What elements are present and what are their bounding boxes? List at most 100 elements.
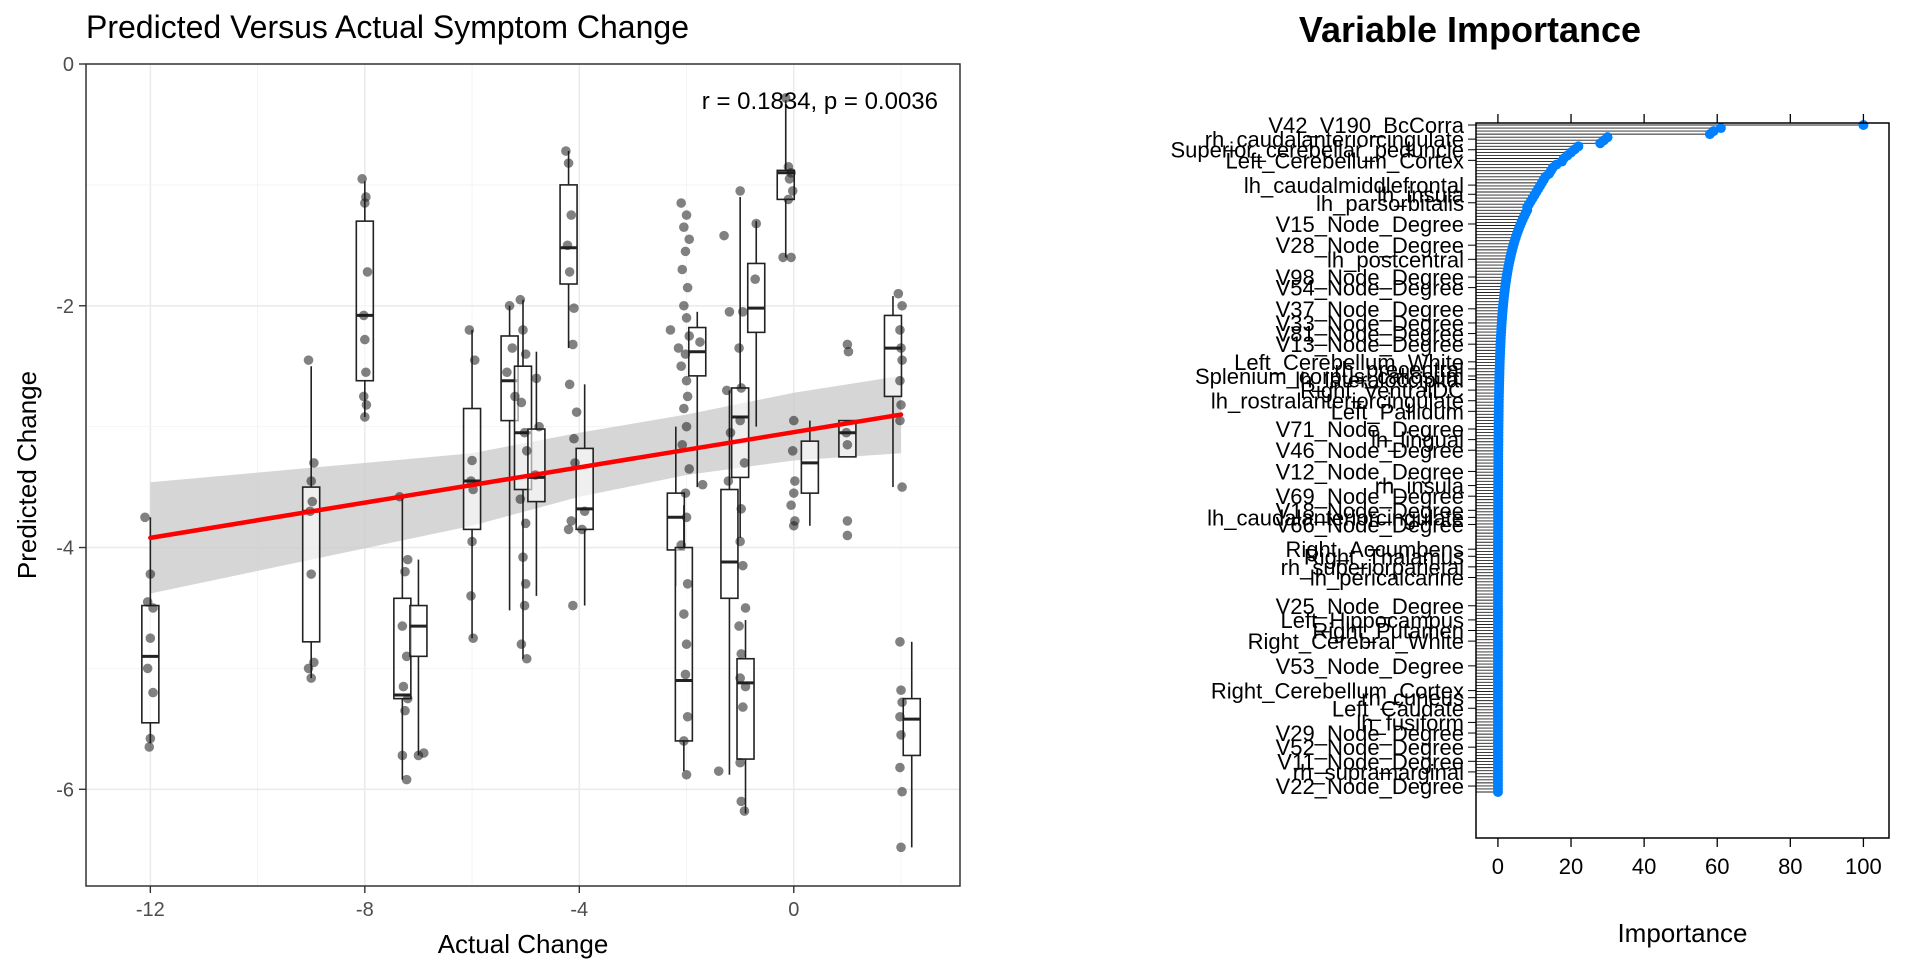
boxplot-box bbox=[301, 486, 321, 643]
variable-label: V11_Node_Degree bbox=[1277, 749, 1464, 774]
x-tick-label: -12 bbox=[136, 899, 165, 921]
data-point bbox=[734, 621, 744, 631]
data-point bbox=[679, 609, 689, 619]
boxplot bbox=[902, 641, 922, 848]
variable-label: lh_caudalanteriorcingulate bbox=[1207, 505, 1464, 530]
data-point bbox=[738, 560, 748, 571]
boxplot-box bbox=[141, 604, 160, 724]
data-point bbox=[358, 310, 369, 321]
data-point bbox=[751, 218, 762, 229]
importance-x-tick-label: 80 bbox=[1778, 854, 1802, 879]
data-point bbox=[534, 421, 544, 432]
scatter-chart: Predicted Versus Actual Symptom Change -… bbox=[12, 9, 961, 959]
data-point bbox=[780, 93, 791, 103]
data-point bbox=[568, 600, 578, 611]
variable-label: Right_VentralDC bbox=[1300, 378, 1464, 403]
variable-label: V42_V190_BcCorra bbox=[1268, 113, 1464, 138]
data-point bbox=[401, 651, 412, 662]
data-point bbox=[145, 633, 156, 643]
data-point bbox=[140, 512, 150, 523]
data-point bbox=[896, 343, 906, 353]
data-point bbox=[681, 769, 692, 780]
data-point bbox=[897, 482, 907, 492]
data-point bbox=[357, 174, 367, 184]
y-tick-label: -2 bbox=[56, 296, 74, 318]
data-point bbox=[739, 806, 750, 816]
boxplot-box bbox=[559, 184, 578, 285]
variable-label: V18_Node_Degree bbox=[1276, 498, 1464, 523]
x-tick-label: -4 bbox=[570, 899, 588, 921]
data-point bbox=[788, 488, 799, 498]
variable-label: lh_lingual bbox=[1371, 428, 1464, 453]
data-point bbox=[684, 331, 695, 341]
boxplot bbox=[800, 420, 820, 526]
data-point bbox=[679, 736, 689, 746]
data-point bbox=[679, 222, 689, 232]
data-point bbox=[148, 603, 158, 613]
data-point bbox=[682, 282, 693, 293]
data-point bbox=[682, 391, 693, 402]
variable-label: rh_insula bbox=[1375, 474, 1465, 499]
data-point bbox=[362, 267, 373, 277]
data-point bbox=[145, 569, 156, 579]
y-tick-label: 0 bbox=[63, 54, 74, 76]
data-point bbox=[397, 750, 408, 761]
boxplot-box bbox=[800, 440, 820, 494]
data-point bbox=[504, 300, 515, 311]
boxplot bbox=[720, 390, 739, 775]
boxplot bbox=[462, 329, 482, 639]
data-point bbox=[842, 516, 853, 526]
data-point bbox=[148, 687, 158, 698]
boxplot-box bbox=[409, 604, 428, 658]
data-point bbox=[566, 210, 577, 220]
data-point bbox=[897, 300, 907, 311]
variable-label: V81_Node_Degree bbox=[1276, 322, 1464, 347]
data-point bbox=[778, 252, 788, 263]
importance-point bbox=[1595, 138, 1606, 149]
data-point bbox=[568, 339, 578, 350]
importance-plot-frame bbox=[1475, 122, 1890, 839]
data-point bbox=[735, 536, 745, 547]
importance-points bbox=[1492, 120, 1869, 797]
variable-label: Right_Thalamus bbox=[1304, 544, 1464, 569]
data-point bbox=[681, 639, 692, 650]
data-point bbox=[682, 711, 693, 722]
data-point bbox=[564, 267, 575, 277]
data-point bbox=[145, 733, 156, 744]
data-point bbox=[519, 427, 530, 438]
data-point bbox=[684, 464, 695, 474]
data-point bbox=[516, 639, 527, 650]
data-point bbox=[713, 766, 724, 776]
data-point bbox=[895, 637, 905, 647]
data-point bbox=[665, 325, 676, 335]
data-point bbox=[681, 375, 692, 386]
data-point bbox=[520, 578, 531, 589]
data-point bbox=[680, 349, 691, 359]
data-point bbox=[307, 496, 318, 507]
data-point bbox=[360, 198, 370, 208]
variable-label: V69_Node_Degree bbox=[1276, 484, 1464, 509]
data-point bbox=[786, 500, 796, 511]
data-point bbox=[579, 506, 590, 517]
data-point bbox=[360, 334, 370, 345]
variable-label: Left_Cerebellum_Cortex bbox=[1226, 148, 1464, 173]
data-point bbox=[564, 379, 575, 390]
data-point bbox=[144, 742, 155, 752]
boxplot-box bbox=[462, 407, 482, 531]
data-point bbox=[397, 621, 408, 631]
variable-label: V22_Node_Degree bbox=[1276, 774, 1464, 799]
boxplot-box bbox=[355, 220, 375, 382]
variable-label: V28_Node_Degree bbox=[1276, 233, 1464, 258]
importance-x-tick-label: 40 bbox=[1632, 854, 1656, 879]
data-point bbox=[790, 476, 800, 486]
correlation-annotation: r = 0.1834, p = 0.0036 bbox=[702, 88, 938, 115]
data-point bbox=[309, 458, 319, 468]
data-point bbox=[563, 158, 574, 168]
data-point bbox=[895, 375, 905, 386]
data-point bbox=[521, 446, 532, 456]
variable-label: Right_Accumbens bbox=[1285, 537, 1464, 562]
data-point bbox=[569, 433, 579, 444]
variable-label: rh_supramarginal bbox=[1293, 760, 1464, 785]
data-point bbox=[736, 504, 747, 514]
data-point bbox=[681, 313, 692, 323]
